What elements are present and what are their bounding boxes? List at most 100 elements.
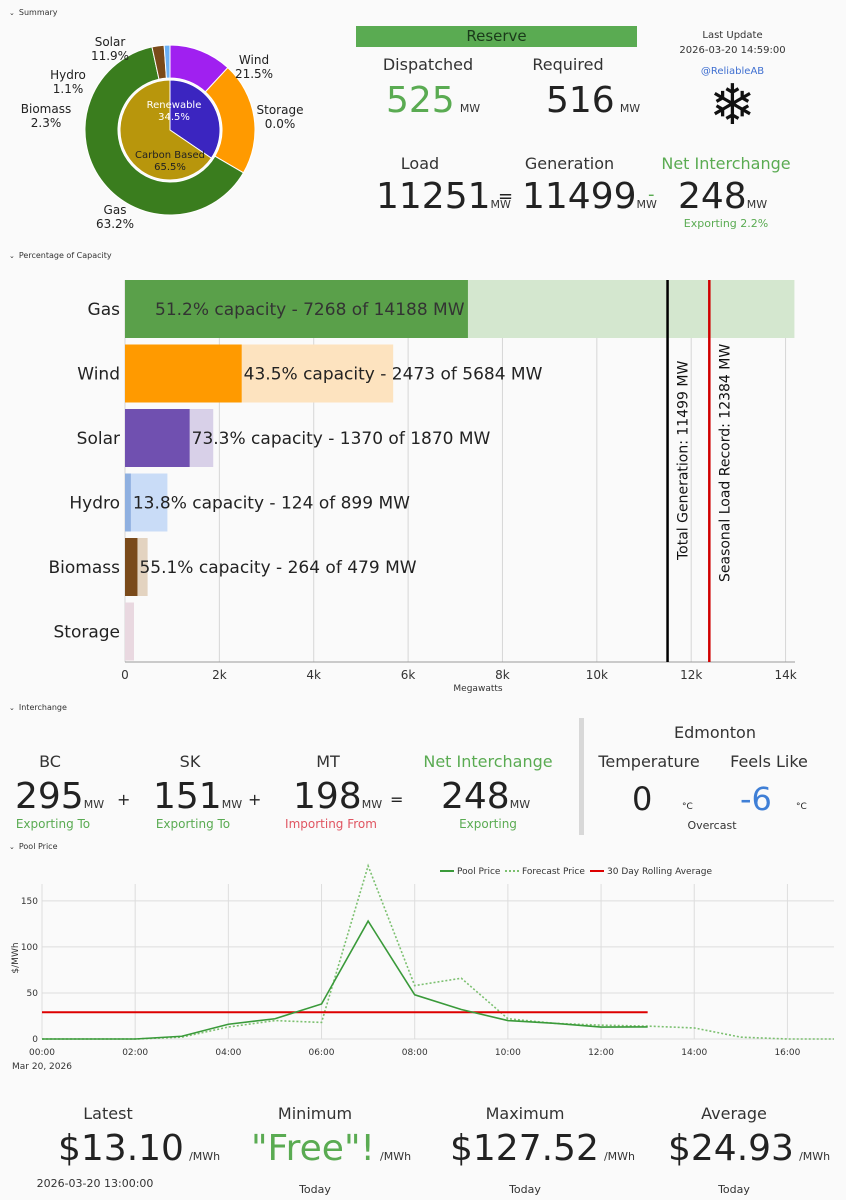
donut-pct-storage: 0.0% bbox=[265, 117, 296, 131]
interchange-region-label: SK bbox=[179, 752, 201, 771]
capacity-section-header[interactable]: ⌄ Percentage of Capacity bbox=[9, 251, 112, 260]
interchange-value: 198 bbox=[293, 776, 362, 817]
interchange-readout: 198MW bbox=[293, 776, 382, 817]
required-unit: MW bbox=[619, 102, 641, 115]
capacity-xtick: 4k bbox=[306, 668, 321, 682]
chevron-down-icon: ⌄ bbox=[9, 842, 15, 851]
price-ytick: 150 bbox=[21, 897, 38, 907]
feels-like-label: Feels Like bbox=[730, 752, 808, 771]
capacity-data-label-gas: 51.2% capacity - 7268 of 14188 MW bbox=[155, 300, 465, 320]
donut-pct-hydro: 1.1% bbox=[53, 82, 84, 96]
capacity-bar-hydro bbox=[125, 473, 168, 532]
capacity-xtick: 2k bbox=[212, 668, 227, 682]
average-unit: /MWh bbox=[799, 1150, 831, 1163]
chevron-down-icon: ⌄ bbox=[9, 703, 15, 712]
net-interchange-sub: Exporting 2.2% bbox=[683, 217, 769, 230]
donut-label-solar: Solar bbox=[95, 35, 126, 49]
donut-slice-hydro bbox=[163, 44, 171, 79]
capacity-bar-chart: 0 2k 4k 6k 8k 10k 12k 14k Megawatts Gas 51.2% capa… bbox=[49, 280, 797, 694]
interchange-direction: Importing From bbox=[285, 817, 377, 831]
average-label: Average bbox=[701, 1104, 767, 1123]
latest-value: $13.10 bbox=[58, 1128, 184, 1169]
interchange-unit: MW bbox=[83, 798, 105, 811]
donut-slice-gas bbox=[84, 46, 245, 216]
temperature-unit: °C bbox=[682, 802, 693, 812]
legend-label-30-day-rolling-average: 30 Day Rolling Average bbox=[607, 867, 713, 877]
capacity-xtick: 8k bbox=[495, 668, 510, 682]
capacity-category-storage: Storage bbox=[53, 623, 120, 643]
minus-sign: - bbox=[648, 184, 655, 205]
equals-sign: = bbox=[390, 790, 404, 809]
weather-condition: Overcast bbox=[687, 819, 737, 832]
last-update-label: Last Update bbox=[702, 30, 763, 41]
capacity-xlabel: Megawatts bbox=[453, 684, 502, 694]
pool-price-section-header[interactable]: ⌄ Pool Price bbox=[9, 842, 57, 851]
minimum-label: Minimum bbox=[277, 1104, 353, 1123]
donut-inner-pct-renewable: 34.5% bbox=[158, 112, 190, 123]
net-interchange-readout: 248MW bbox=[678, 176, 767, 217]
price-ylabel: $/MWh bbox=[11, 942, 21, 973]
series-line-pool-price bbox=[42, 919, 648, 1040]
interchange-readout: 295MW bbox=[15, 776, 104, 817]
capacity-data-label-biomass: 55.1% capacity - 264 of 479 MW bbox=[139, 558, 416, 578]
price-xtick: 04:00 bbox=[215, 1048, 241, 1058]
donut-pct-wind: 21.5% bbox=[235, 67, 273, 81]
minimum-value: "Free"! bbox=[251, 1128, 375, 1169]
required-readout: 516 MW bbox=[546, 80, 640, 121]
maximum-readout: $127.52 /MWh bbox=[450, 1128, 635, 1169]
price-xtick: 08:00 bbox=[402, 1048, 428, 1058]
reserve-banner: Reserve bbox=[356, 26, 637, 47]
capacity-category-hydro: Hydro bbox=[69, 494, 120, 514]
equals-sign: = bbox=[498, 186, 514, 207]
capacity-category-solar: Solar bbox=[77, 429, 120, 449]
maximum-sub: Today bbox=[509, 1183, 541, 1196]
capacity-category-wind: Wind bbox=[77, 365, 120, 385]
donut-inner-label-renewable: Renewable bbox=[147, 100, 202, 111]
capacity-xtick: 10k bbox=[586, 668, 608, 682]
average-readout: $24.93 /MWh bbox=[668, 1128, 830, 1169]
capacity-category-gas: Gas bbox=[88, 300, 121, 320]
latest-timestamp: 2026-03-20 13:00:00 bbox=[36, 1177, 154, 1190]
price-xdate: Mar 20, 2026 bbox=[12, 1062, 72, 1072]
interchange-region-label: BC bbox=[39, 752, 61, 771]
output-bar-wind bbox=[125, 344, 242, 403]
net-interchange-unit: MW bbox=[509, 798, 531, 811]
net-interchange-sub: Exporting bbox=[459, 817, 517, 831]
output-bar-biomass bbox=[125, 538, 138, 596]
pool-price-title: Pool Price bbox=[18, 842, 58, 851]
snowflake-icon: ❄ bbox=[709, 73, 756, 138]
donut-inner-label-carbon-based: Carbon Based bbox=[135, 150, 205, 161]
capacity-xtick: 0 bbox=[121, 668, 129, 682]
interchange-readout: 151MW bbox=[153, 776, 242, 817]
price-xtick: 00:00 bbox=[29, 1048, 55, 1058]
interchange-value: 295 bbox=[15, 776, 84, 817]
minimum-readout: "Free"! /MWh bbox=[251, 1128, 411, 1169]
feels-like-value: -6 bbox=[740, 780, 772, 818]
interchange-value: 151 bbox=[153, 776, 222, 817]
average-sub: Today bbox=[718, 1183, 750, 1196]
interchange-section-header[interactable]: ⌄ Interchange bbox=[9, 703, 67, 712]
capacity-title: Percentage of Capacity bbox=[18, 251, 112, 260]
latest-readout: $13.10 /MWh bbox=[58, 1128, 220, 1169]
legend-label-pool-price: Pool Price bbox=[457, 867, 501, 877]
generation-readout: 11499MW bbox=[522, 176, 657, 217]
temperature-value: 0 bbox=[632, 780, 653, 818]
temperature-label: Temperature bbox=[598, 752, 700, 771]
donut-label-hydro: Hydro bbox=[50, 68, 86, 82]
interchange-direction: Exporting To bbox=[15, 817, 91, 831]
dispatched-readout: 525 MW bbox=[386, 80, 480, 121]
net-interchange-value: 248 bbox=[678, 176, 747, 217]
donut-inner-carbon-based bbox=[119, 79, 213, 181]
dispatched-unit: MW bbox=[459, 102, 481, 115]
required-label: Required bbox=[532, 55, 604, 74]
reliableab-link[interactable]: @ReliableAB bbox=[700, 66, 765, 77]
weather-divider bbox=[579, 718, 584, 835]
plus-sign: + bbox=[248, 790, 262, 809]
latest-label: Latest bbox=[83, 1104, 133, 1123]
weather-city: Edmonton bbox=[674, 723, 756, 742]
capacity-xtick: 6k bbox=[401, 668, 416, 682]
net-interchange-label: Net Interchange bbox=[423, 752, 553, 771]
output-bar-hydro bbox=[125, 473, 131, 532]
summary-section-header[interactable]: ⌄ Summary bbox=[9, 8, 58, 17]
dispatched-value: 525 bbox=[386, 80, 455, 121]
